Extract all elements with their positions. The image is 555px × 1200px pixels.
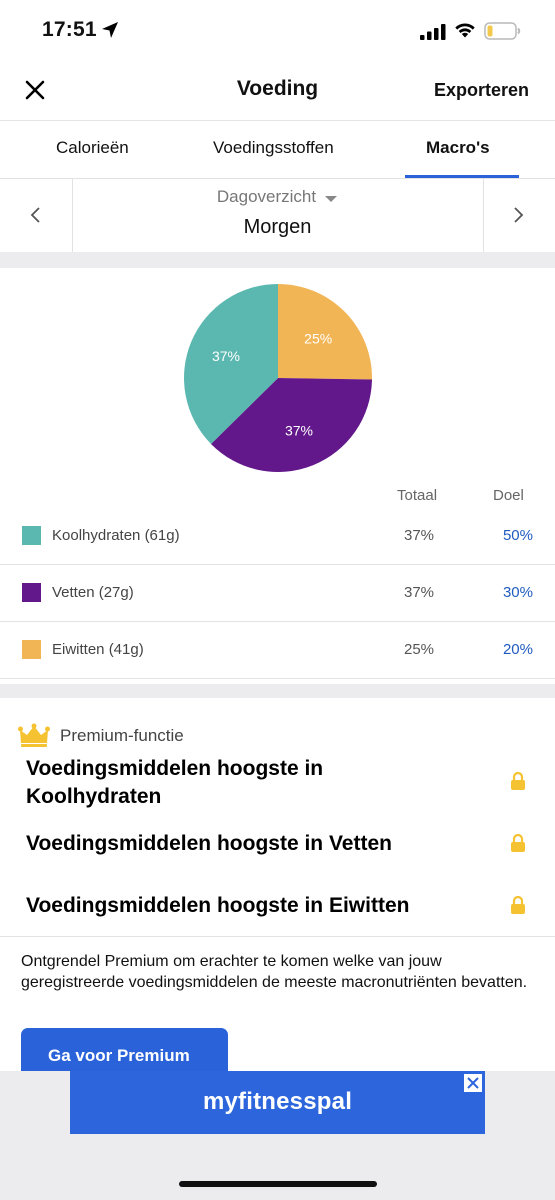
ad-banner[interactable]: myfitnesspal xyxy=(70,1071,485,1134)
close-icon[interactable] xyxy=(22,77,48,103)
nav-bar: Voeding Exporteren xyxy=(0,62,555,121)
close-ad-icon[interactable] xyxy=(463,1073,483,1093)
premium-feature-label: Premium-functie xyxy=(60,726,184,745)
pie-slice-koolhydraten xyxy=(184,284,278,444)
status-bar: 17:51 xyxy=(0,0,555,62)
tab-bar: Calorieën Voedingsstoffen Macro's xyxy=(0,120,555,179)
proteins-color-swatch xyxy=(22,640,41,659)
status-time: 17:51 xyxy=(42,18,97,41)
location-arrow-icon xyxy=(102,22,118,38)
premium-divider xyxy=(0,936,555,937)
macro-row-proteins: Eiwitten (41g) 25% 20% xyxy=(0,621,555,679)
macro-goal[interactable]: 20% xyxy=(502,641,533,658)
tab-nutrients[interactable]: Voedingsstoffen xyxy=(213,138,334,157)
chevron-left-icon xyxy=(30,207,40,223)
go-premium-label: Ga voor Premium xyxy=(48,1046,190,1065)
caret-down-icon xyxy=(324,188,338,208)
goal-column-header: Doel xyxy=(493,487,524,504)
pie-label-koolhydraten: 37% xyxy=(212,348,240,364)
pie-slice-vetten xyxy=(211,378,372,472)
home-indicator xyxy=(179,1181,377,1187)
section-divider xyxy=(0,684,555,698)
macro-goal[interactable]: 50% xyxy=(502,527,533,544)
previous-day-button[interactable] xyxy=(0,179,73,252)
macro-goal[interactable]: 30% xyxy=(502,584,533,601)
total-column-header: Totaal xyxy=(397,487,438,504)
premium-feature-fats[interactable]: Voedingsmiddelen hoogste in Vetten xyxy=(26,832,392,855)
pie-label-eiwitten: 25% xyxy=(304,330,332,346)
macro-row-carbs: Koolhydraten (61g) 37% 50% xyxy=(0,507,555,565)
battery-icon xyxy=(484,22,521,40)
premium-feature-proteins[interactable]: Voedingsmiddelen hoogste in Eiwitten xyxy=(26,894,410,917)
macro-total: 25% xyxy=(404,641,435,658)
premium-feature-carbs[interactable]: Voedingsmiddelen hoogste in Koolhydraten xyxy=(26,757,324,808)
ad-logo-text: myfitnesspal xyxy=(202,1088,353,1115)
lock-icon xyxy=(511,895,525,914)
pie-label-vetten: 37% xyxy=(285,422,313,438)
macro-label: Koolhydraten (61g) xyxy=(52,527,180,544)
view-mode-dropdown[interactable]: Dagoverzicht xyxy=(0,187,555,208)
carbs-color-swatch xyxy=(22,526,41,545)
cellular-signal-icon xyxy=(420,24,446,40)
lock-icon xyxy=(511,833,525,852)
selected-day: Morgen xyxy=(243,216,312,238)
macro-total: 37% xyxy=(404,584,435,601)
fats-color-swatch xyxy=(22,583,41,602)
active-tab-indicator xyxy=(405,175,519,178)
section-divider xyxy=(0,252,555,268)
macro-label: Vetten (27g) xyxy=(52,584,134,601)
tab-macros[interactable]: Macro's xyxy=(426,138,490,157)
view-mode-label: Dagoverzicht xyxy=(216,187,317,206)
day-selector: Dagoverzicht Morgen xyxy=(0,179,555,252)
macro-pie-chart: 25% 37% 37% xyxy=(184,284,372,472)
chevron-right-icon xyxy=(514,207,524,223)
crown-icon xyxy=(18,723,50,747)
macro-row-fats: Vetten (27g) 37% 30% xyxy=(0,564,555,622)
premium-description: Ontgrendel Premium om erachter te komen … xyxy=(21,953,528,991)
lock-icon xyxy=(511,771,525,790)
wifi-icon xyxy=(455,23,475,38)
macro-total: 37% xyxy=(404,527,435,544)
export-button[interactable]: Exporteren xyxy=(433,80,529,100)
tab-calories[interactable]: Calorieën xyxy=(56,138,129,157)
pie-slice-eiwitten xyxy=(278,284,372,380)
next-day-button[interactable] xyxy=(483,179,555,252)
page-title: Voeding xyxy=(236,77,319,100)
macro-label: Eiwitten (41g) xyxy=(52,641,144,658)
